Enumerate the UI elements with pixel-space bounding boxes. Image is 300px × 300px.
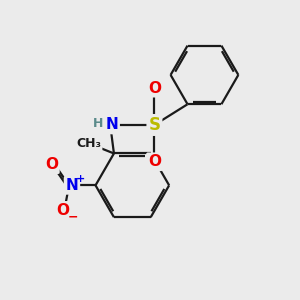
Text: N: N <box>105 118 118 133</box>
Text: O: O <box>45 157 58 172</box>
Text: −: − <box>68 211 78 224</box>
Text: O: O <box>148 154 161 169</box>
Text: +: + <box>76 174 85 184</box>
Text: N: N <box>66 178 78 193</box>
Text: O: O <box>57 203 70 218</box>
Text: H: H <box>93 117 103 130</box>
Text: S: S <box>148 116 160 134</box>
Text: O: O <box>148 81 161 96</box>
Text: CH₃: CH₃ <box>76 137 101 150</box>
